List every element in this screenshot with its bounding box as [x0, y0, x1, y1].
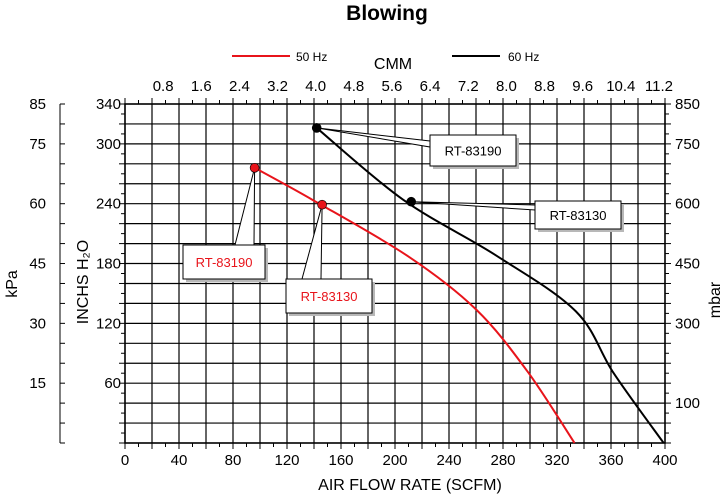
x2-tick-label: 4.0: [305, 78, 326, 95]
y-axis-label-kpa: kPa: [4, 270, 21, 298]
data-point-marker: [311, 123, 322, 133]
tick-labels: 0 40 80 120 160 200 240 280 320 360 400 0.8 1.6 2.4 3.…: [29, 78, 700, 469]
x2-tick-label: 2.4: [229, 78, 250, 95]
y-inches-tick-label: 60: [104, 375, 121, 392]
legend: 50 Hz 60 Hz: [232, 50, 539, 64]
data-point-marker: [317, 199, 327, 210]
y-inches-tick-label: 180: [96, 256, 121, 273]
callout-label: RT-83190: [196, 255, 253, 270]
callout-box: [429, 134, 517, 167]
y-inches-tick-label: 120: [96, 315, 121, 332]
y-mbar-tick-label: 450: [675, 256, 700, 273]
x2-tick-label: 6.4: [420, 78, 441, 95]
x-tick-label: 360: [598, 452, 623, 469]
top-axis-label: CMM: [374, 56, 412, 73]
y-kpa-tick-label: 30: [29, 315, 46, 332]
legend-label-50hz: 50 Hz: [296, 50, 327, 64]
y-mbar-tick-label: 850: [675, 96, 700, 113]
markers: [249, 123, 417, 210]
callout-label: RT-83130: [550, 208, 607, 223]
series-line-60hz: [316, 127, 665, 444]
callout-box: [534, 200, 622, 230]
x-tick-label: 240: [436, 452, 461, 469]
x-tick-label: 80: [225, 452, 242, 469]
y-kpa-tick-label: 75: [29, 136, 46, 153]
callout-pointer: [316, 127, 431, 148]
x-tick-label: 0: [121, 452, 129, 469]
callout-pointer: [234, 167, 256, 246]
callout-label: RT-83130: [301, 289, 358, 304]
x2-tick-label: 9.6: [572, 78, 593, 95]
y-mbar-tick-label: 750: [675, 136, 700, 153]
x2-tick-label: 8.0: [496, 78, 517, 95]
x-tick-label: 400: [652, 452, 677, 469]
y-kpa-tick-label: 60: [29, 196, 46, 213]
x2-tick-label: 3.2: [267, 78, 288, 95]
data-point-marker: [406, 196, 417, 207]
callout-pointer: [411, 201, 536, 211]
callout-pointer: [301, 204, 323, 280]
x-tick-label: 320: [544, 452, 569, 469]
legend-label-60hz: 60 Hz: [508, 50, 539, 64]
series-group: [254, 127, 665, 444]
x-tick-label: 40: [171, 452, 188, 469]
x-tick-label: 120: [274, 452, 299, 469]
x2-tick-label: 1.6: [191, 78, 212, 95]
y-kpa-tick-label: 85: [29, 96, 46, 113]
y-mbar-tick-label: 600: [675, 196, 700, 213]
x2-tick-label: 5.6: [382, 78, 403, 95]
chart-title: Blowing: [346, 2, 428, 25]
y-kpa-tick-label: 15: [29, 375, 46, 392]
grid: [59, 98, 671, 449]
x2-tick-label: 0.8: [153, 78, 174, 95]
x2-tick-label: 4.8: [343, 78, 364, 95]
x2-tick-label: 11.2: [645, 78, 673, 95]
y-mbar-tick-label: 300: [675, 315, 700, 332]
callout-box: [182, 244, 266, 280]
callout-box: [285, 278, 373, 314]
x-tick-label: 200: [382, 452, 407, 469]
x2-tick-label: 8.8: [534, 78, 555, 95]
x-axis-label: AIR FLOW RATE (SCFM): [318, 477, 502, 494]
y-mbar-tick-label: 100: [675, 395, 700, 412]
callouts: RT-83190 RT-83130 RT-83190 RT-83130: [182, 127, 624, 316]
y-inches-tick-label: 240: [96, 196, 121, 213]
x2-tick-label: 7.2: [458, 78, 479, 95]
y-axis-label-mbar: mbar: [707, 281, 724, 318]
x-tick-label: 280: [490, 452, 515, 469]
x-tick-label: 160: [328, 452, 353, 469]
y-kpa-tick-label: 45: [29, 256, 46, 273]
x2-tick-label: 10.4: [606, 78, 635, 95]
y-axis-label-inches: INCHS H₂O: [75, 240, 92, 324]
callout-label: RT-83190: [445, 144, 502, 159]
y-inches-tick-label: 300: [96, 136, 121, 153]
series-line-50hz: [254, 166, 576, 444]
data-point-marker: [249, 163, 260, 173]
y-inches-tick-label: 340: [96, 96, 121, 113]
